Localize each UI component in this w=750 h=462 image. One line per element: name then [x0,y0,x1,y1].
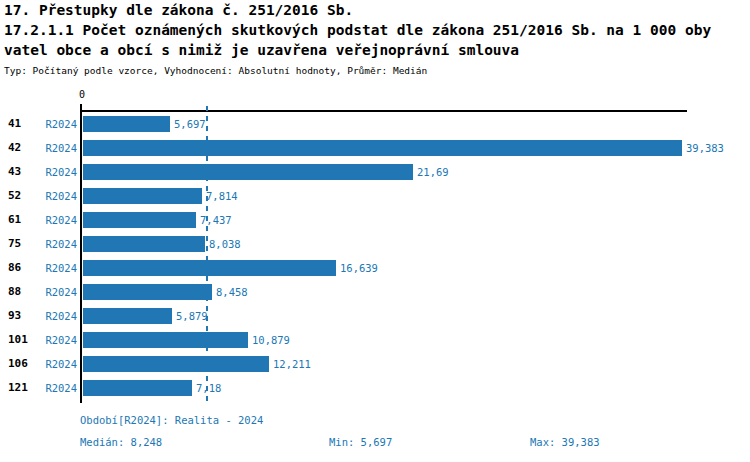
value-label: 8,038 [209,236,241,252]
value-label: 7,814 [206,188,238,204]
chart-row: 75 R2024 8,038 [0,232,750,256]
series-label: R2024 [28,304,77,328]
chart-row: 61 R2024 7,437 [0,208,750,232]
category-label: 101 [8,328,28,352]
value-label: 16,639 [340,260,378,276]
value-label: 21,69 [417,164,449,180]
value-bar [83,140,682,156]
value-bar [83,212,196,228]
chart-row: 52 R2024 7,814 [0,184,750,208]
chart-row: 88 R2024 8,458 [0,280,750,304]
value-bar [83,260,336,276]
chart-row: 121 R2024 7,18 [0,376,750,400]
value-bar [83,236,205,252]
report-section-title: 17. Přestupky dle zákona č. 251/2016 Sb. [4,2,353,19]
series-label: R2024 [28,160,77,184]
series-label: R2024 [28,280,77,304]
value-label: 12,211 [273,356,311,372]
category-label: 52 [8,184,21,208]
value-label: 5,879 [176,308,208,324]
chart-row: 93 R2024 5,879 [0,304,750,328]
value-bar [83,116,170,132]
chart-meta-line: Typ: Počítaný podle vzorce, Vyhodnocení:… [4,65,427,76]
chart-row: 86 R2024 16,639 [0,256,750,280]
value-bar [83,356,269,372]
max-stat: Max: 39,383 [530,436,600,448]
chart-row: 106 R2024 12,211 [0,352,750,376]
category-label: 88 [8,280,21,304]
value-bar [83,188,202,204]
value-bar [83,332,248,348]
category-label: 61 [8,208,21,232]
bar-chart: 0 41 R2024 5,697 42 R2024 39,383 43 R202… [0,84,750,410]
value-label: 7,437 [200,212,232,228]
value-label: 7,18 [196,380,221,396]
series-label: R2024 [28,256,77,280]
value-label: 5,697 [174,116,206,132]
series-label: R2024 [28,184,77,208]
series-label: R2024 [28,352,77,376]
chart-row: 42 R2024 39,383 [0,136,750,160]
series-label: R2024 [28,208,77,232]
value-bar [83,308,172,324]
value-label: 10,879 [252,332,290,348]
series-label: R2024 [28,376,77,400]
x-axis-zero-tick-label: 0 [71,89,93,100]
value-bar [83,380,192,396]
category-label: 75 [8,232,21,256]
series-label: R2024 [28,232,77,256]
category-label: 42 [8,136,21,160]
indicator-title-line1: 17.2.1.1 Počet oznámených skutkových pod… [4,22,711,39]
series-label: R2024 [28,328,77,352]
period-legend: Období[R2024]: Realita - 2024 [80,414,263,426]
report-window: 17. Přestupky dle zákona č. 251/2016 Sb.… [0,0,750,462]
category-label: 41 [8,112,21,136]
value-bar [83,164,413,180]
category-label: 106 [8,352,28,376]
chart-row: 43 R2024 21,69 [0,160,750,184]
value-label: 39,383 [686,140,724,156]
indicator-title-line2: vatel obce a obcí s nimiž je uzavřena ve… [4,42,519,59]
value-label: 8,458 [216,284,248,300]
chart-row: 41 R2024 5,697 [0,112,750,136]
median-stat: Medián: 8,248 [80,436,162,448]
min-stat: Min: 5,697 [329,436,392,448]
value-bar [83,284,212,300]
series-label: R2024 [28,112,77,136]
chart-row: 101 R2024 10,879 [0,328,750,352]
category-label: 43 [8,160,21,184]
series-label: R2024 [28,136,77,160]
category-label: 121 [8,376,28,400]
category-label: 93 [8,304,21,328]
category-label: 86 [8,256,21,280]
